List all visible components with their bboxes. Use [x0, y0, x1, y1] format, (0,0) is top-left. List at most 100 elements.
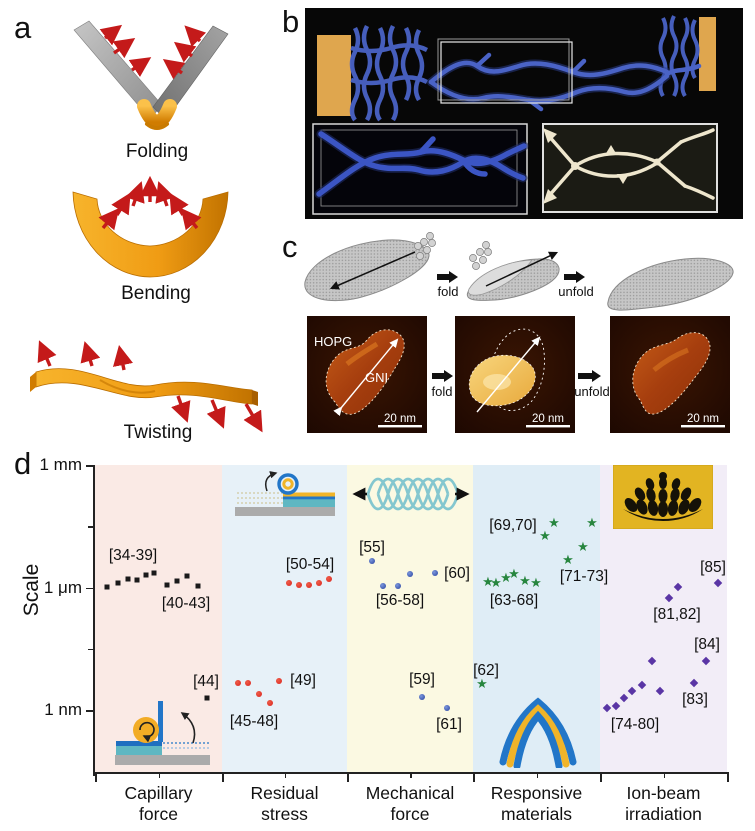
flake-schematic-unfolded: [607, 257, 734, 311]
hopg-label: HOPG: [314, 334, 352, 349]
panel-d-label: d: [14, 446, 32, 481]
reference-label: [71-73]: [559, 568, 609, 585]
data-point: [267, 699, 273, 706]
y-tick-label: 1 μm: [43, 577, 82, 597]
reference-label: [34-39]: [108, 547, 158, 564]
x-major-tick: [727, 774, 729, 782]
capillary-force-icon: [115, 701, 210, 765]
mechanical-force-icon: [352, 477, 470, 511]
twisted-ribbon: [35, 368, 253, 405]
data-point: ★: [482, 574, 494, 590]
data-point: [256, 690, 262, 697]
reference-label: [45-48]: [229, 713, 279, 730]
inset-optical-zoom: [542, 123, 718, 213]
unfold-arrow-top: unfold: [558, 271, 594, 299]
data-point: ★: [519, 573, 531, 589]
x-minor-tick: [663, 774, 665, 778]
data-point: ★: [548, 515, 560, 531]
data-point: [184, 573, 190, 579]
suspended-network: [427, 52, 702, 112]
data-point: [195, 583, 201, 589]
reference-label: [50-54]: [285, 556, 335, 573]
data-point: [204, 695, 210, 701]
reference-label: [40-43]: [161, 595, 211, 612]
twisting-arrows: [37, 340, 263, 433]
category-band: [347, 465, 473, 772]
flake-schematic-folded: [466, 241, 560, 301]
x-major-tick: [600, 774, 602, 782]
flake-schematic-flat: [304, 232, 436, 302]
category-band: [222, 465, 347, 772]
data-point: ★: [490, 575, 502, 591]
afm-image-flat: HOPG GNI 20 nm: [307, 316, 427, 433]
y-minor-tick: [88, 526, 93, 528]
fold-label-bottom: fold: [432, 384, 453, 399]
residual-stress-icon: [235, 471, 335, 516]
gni-label: GNI: [365, 370, 388, 385]
data-point: ★: [586, 515, 598, 531]
unfold-label-bottom: unfold: [574, 384, 609, 399]
scalebar-label-1: 20 nm: [384, 413, 416, 425]
data-point: [235, 679, 241, 686]
twisting-diagram: Twisting: [30, 340, 263, 443]
panel-a-label: a: [14, 10, 32, 45]
tip-cluster: [414, 232, 436, 260]
data-point: ★: [508, 566, 520, 582]
data-point: [316, 579, 322, 586]
x-major-tick: [95, 774, 97, 782]
data-point: [276, 678, 282, 685]
fold-arrow-top: fold: [437, 271, 458, 299]
responsive-materials-icon: [499, 697, 577, 768]
reference-label: [62]: [473, 662, 499, 679]
data-point: [444, 705, 450, 712]
x-minor-tick: [410, 774, 412, 778]
reference-label: [84]: [694, 636, 720, 653]
x-major-tick: [222, 774, 224, 782]
x-minor-tick: [284, 774, 286, 778]
reference-label: [69,70]: [489, 517, 537, 534]
data-point: [174, 578, 180, 584]
scalebar-3: [681, 425, 725, 428]
data-point: [143, 572, 149, 578]
x-minor-tick: [536, 774, 538, 778]
data-point: [407, 570, 413, 577]
zoom-box-outline: [437, 38, 570, 101]
data-point: [151, 570, 157, 576]
scalebar-label-2: 20 nm: [532, 413, 564, 425]
fold-arrow-bottom: fold: [432, 370, 453, 399]
panel-c-fold-unfold: fold unfold HOPG GNI 20 nm: [304, 232, 734, 433]
data-point: [115, 580, 121, 586]
panel-c-label: c: [282, 229, 298, 264]
reference-label: [49]: [290, 672, 316, 689]
data-point: ★: [476, 676, 488, 692]
x-major-tick: [347, 774, 349, 782]
reference-label: [61]: [436, 716, 462, 733]
data-point: ★: [530, 575, 542, 591]
scalebar-2: [526, 425, 570, 428]
y-minor-tick: [88, 648, 93, 651]
scalebar-label-3: 20 nm: [687, 413, 719, 425]
data-point: [286, 579, 292, 586]
y-axis-title: Scale: [20, 563, 43, 617]
bending-arrows: [98, 175, 202, 231]
data-point: [164, 582, 170, 588]
reference-label: [55]: [359, 539, 385, 556]
reference-label: [74-80]: [610, 716, 660, 733]
folded-membrane-left: [349, 24, 429, 122]
y-major-tick: [86, 587, 93, 590]
unfold-arrow-bottom: unfold: [574, 370, 610, 399]
fold-label-top: fold: [438, 284, 459, 299]
y-major-tick: [86, 710, 93, 712]
x-category-label: Ion-beam irradiation: [625, 783, 702, 824]
data-point: [134, 577, 140, 583]
unfold-label-top: unfold: [558, 284, 593, 299]
data-point: ★: [577, 539, 589, 555]
folding-arrows: [99, 24, 207, 80]
right-electrode: [699, 17, 716, 91]
folding-diagram: Folding: [73, 20, 229, 162]
bending-caption: Bending: [121, 283, 191, 304]
reference-label: [83]: [682, 691, 708, 708]
data-point: ★: [539, 529, 551, 545]
data-point: [369, 557, 375, 564]
